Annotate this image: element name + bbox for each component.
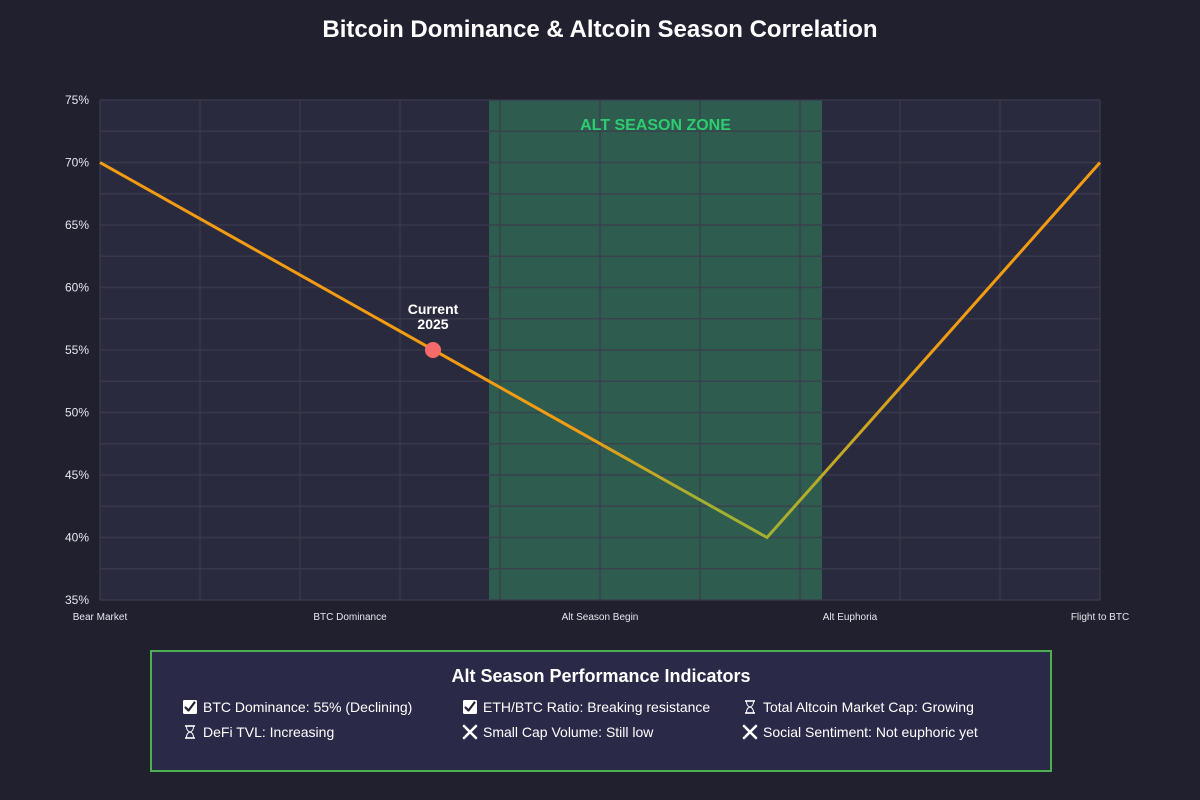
x-tick-label: Flight to BTC xyxy=(1071,612,1129,623)
indicator-text: Total Altcoin Market Cap: Growing xyxy=(763,699,974,715)
indicator-text: BTC Dominance: 55% (Declining) xyxy=(203,699,413,715)
current-marker xyxy=(425,342,441,358)
indicator-item: Small Cap Volume: Still low xyxy=(462,722,653,742)
y-axis: 35% 40% 45% 50% 55% 60% 65% 70% 75% xyxy=(65,93,89,607)
y-tick-label: 60% xyxy=(65,281,89,295)
indicators-panel: Alt Season Performance Indicators BTC Do… xyxy=(150,650,1052,772)
indicator-item: BTC Dominance: 55% (Declining) xyxy=(182,697,412,717)
x-tick-label: Alt Euphoria xyxy=(823,612,878,623)
hourglass-icon xyxy=(742,699,758,715)
hourglass-icon xyxy=(182,724,198,740)
y-tick-label: 70% xyxy=(65,156,89,170)
y-tick-label: 45% xyxy=(65,468,89,482)
chart-area: ALT SEASON ZONE 35% 40% 45% 50% 55% 60% 65% 70%… xyxy=(65,93,1129,623)
indicator-item: Social Sentiment: Not euphoric yet xyxy=(742,722,978,742)
indicator-text: Small Cap Volume: Still low xyxy=(483,724,654,740)
y-tick-label: 55% xyxy=(65,343,89,357)
indicators-title: Alt Season Performance Indicators xyxy=(451,666,751,686)
series-layer xyxy=(99,161,1102,539)
check-box-icon xyxy=(462,699,478,715)
y-tick-label: 50% xyxy=(65,406,89,420)
y-tick-label: 75% xyxy=(65,93,89,107)
indicator-item: Total Altcoin Market Cap: Growing xyxy=(742,697,974,717)
y-tick-label: 65% xyxy=(65,218,89,232)
cross-icon xyxy=(462,724,478,740)
x-tick-label: BTC Dominance xyxy=(313,612,387,623)
annotation-label: Current xyxy=(408,301,459,317)
indicator-item: ETH/BTC Ratio: Breaking resistance xyxy=(462,697,710,717)
indicator-item: DeFi TVL: Increasing xyxy=(182,722,334,742)
x-axis: Bear Market BTC Dominance Alt Season Begin… xyxy=(73,612,1129,623)
indicator-text: DeFi TVL: Increasing xyxy=(203,724,335,740)
indicator-text: ETH/BTC Ratio: Breaking resistance xyxy=(483,699,711,715)
check-box-icon xyxy=(182,699,198,715)
x-tick-label: Alt Season Begin xyxy=(562,612,639,623)
annotation-label: 2025 xyxy=(417,316,448,332)
series-line xyxy=(99,161,1102,539)
y-tick-label: 35% xyxy=(65,593,89,607)
chart-title: Bitcoin Dominance & Altcoin Season Corre… xyxy=(322,16,878,43)
x-tick-label: Bear Market xyxy=(73,612,128,623)
indicator-text: Social Sentiment: Not euphoric yet xyxy=(763,724,978,740)
y-tick-label: 40% xyxy=(65,531,89,545)
cross-icon xyxy=(742,724,758,740)
alt-season-zone-label: ALT SEASON ZONE xyxy=(580,117,731,134)
